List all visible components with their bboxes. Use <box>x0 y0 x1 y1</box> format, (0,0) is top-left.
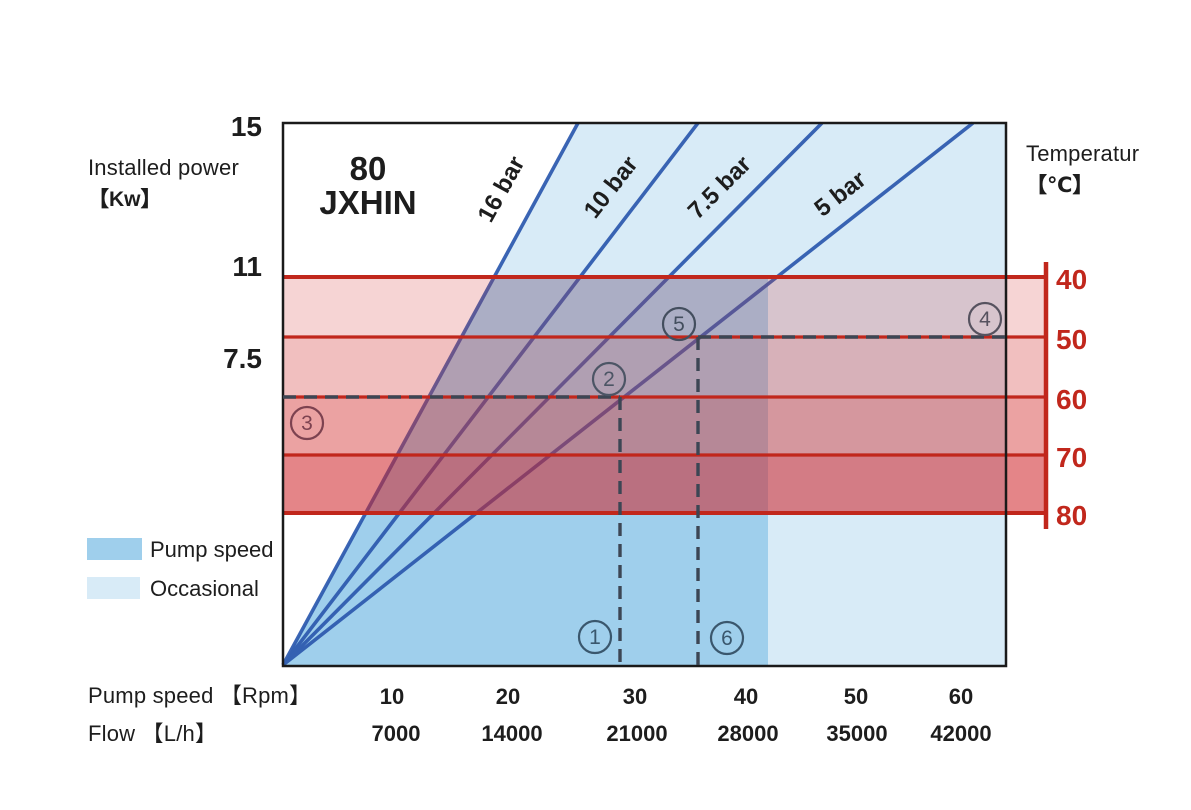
title-model: 80 <box>350 150 387 187</box>
marker-2-label: 2 <box>603 368 615 391</box>
band-40-50 <box>283 277 1046 337</box>
marker-2: 2 <box>591 361 627 397</box>
temp-axis-unit: 【℃】 <box>1026 174 1093 197</box>
marker-4-label: 4 <box>979 308 991 331</box>
temp-axis-caption: Temperatur <box>1026 141 1139 166</box>
marker-3-label: 3 <box>301 412 313 435</box>
rpm-tick-30: 30 <box>623 684 647 709</box>
flow-tick-28000: 28000 <box>717 721 778 746</box>
legend-label-occasional: Occasional <box>150 576 259 601</box>
temp-tick-70: 70 <box>1056 442 1087 473</box>
marker-1-circle <box>577 619 613 655</box>
marker-4-circle <box>967 301 1003 337</box>
markers-group: 1 2 3 4 5 6 <box>289 301 1003 656</box>
flow-tick-42000: 42000 <box>930 721 991 746</box>
legend-label-pump-speed: Pump speed <box>150 537 274 562</box>
marker-1: 1 <box>577 619 613 655</box>
rpm-tick-50: 50 <box>844 684 868 709</box>
temp-tick-80: 80 <box>1056 500 1087 531</box>
rpm-axis-caption: Pump speed 【Rpm】 <box>88 683 311 708</box>
flow-tick-14000: 14000 <box>481 721 542 746</box>
marker-5-label: 5 <box>673 313 685 336</box>
flow-tick-21000: 21000 <box>606 721 667 746</box>
temp-tick-60: 60 <box>1056 384 1087 415</box>
marker-3-circle <box>289 405 325 441</box>
marker-6: 6 <box>709 620 745 656</box>
left-axis-unit: 【Kw】 <box>88 188 162 211</box>
marker-2-circle <box>591 361 627 397</box>
power-tick-11: 11 <box>232 251 262 282</box>
marker-6-label: 6 <box>721 627 733 650</box>
marker-1-label: 1 <box>589 626 601 649</box>
rpm-tick-10: 10 <box>380 684 404 709</box>
pressure-lines-group <box>281 121 975 667</box>
rpm-tick-20: 20 <box>496 684 520 709</box>
chart-title: 80 JXHIN <box>319 150 416 221</box>
flow-axis-caption: Flow 【L/h】 <box>88 721 217 746</box>
legend-swatch-pump-speed <box>87 538 142 560</box>
line-10-bar <box>281 121 700 667</box>
legend-swatch-occasional <box>87 577 140 599</box>
left-axis: Installed power 【Kw】 15 11 7.5 <box>88 111 262 374</box>
plot-border <box>281 121 1008 668</box>
line-5-bar <box>281 121 975 667</box>
bottom-axis: Pump speed 【Rpm】 Flow 【L/h】 10 20 30 40 … <box>88 683 992 746</box>
band-70-80 <box>283 455 1046 513</box>
legend: Pump speed Occasional <box>87 537 274 601</box>
line-16-bar <box>281 122 580 666</box>
marker-6-circle <box>709 620 745 656</box>
band-50-60 <box>283 337 1046 397</box>
band-60-70 <box>283 397 1046 455</box>
rpm-tick-60: 60 <box>949 684 973 709</box>
temperature-bands-group <box>283 277 1046 513</box>
title-series: JXHIN <box>319 184 416 221</box>
temp-tick-40: 40 <box>1056 264 1087 295</box>
temperature-axis: Temperatur 【℃】 40 50 60 70 80 <box>1026 141 1139 531</box>
marker-4: 4 <box>967 301 1003 337</box>
marker-5: 5 <box>661 306 697 342</box>
marker-3: 3 <box>289 405 325 441</box>
flow-tick-35000: 35000 <box>826 721 887 746</box>
power-tick-15: 15 <box>231 111 262 142</box>
line-7-5-bar <box>281 121 824 667</box>
power-tick-7-5: 7.5 <box>223 343 262 374</box>
guide-lines-group <box>283 335 1006 665</box>
marker-5-circle <box>661 306 697 342</box>
flow-tick-7000: 7000 <box>372 721 421 746</box>
left-axis-caption: Installed power <box>88 155 239 180</box>
rpm-tick-40: 40 <box>734 684 758 709</box>
temp-tick-50: 50 <box>1056 324 1087 355</box>
